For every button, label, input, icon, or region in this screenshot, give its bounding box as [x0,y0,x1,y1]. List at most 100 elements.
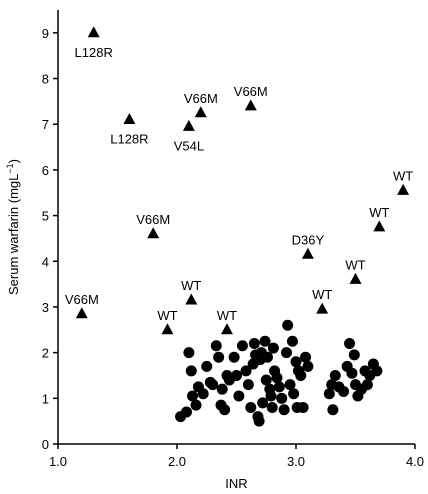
circle-point [216,383,228,395]
circle-point [233,390,245,402]
circle-point [186,390,198,402]
y-axis-title-main: Serum warfarin (mgL [6,174,21,295]
point-label: WT [369,205,389,220]
point-label: WT [157,308,177,323]
circle-point [338,385,350,397]
point-label: L128R [75,45,113,60]
triangle-point [397,183,410,195]
circle-point [257,397,269,409]
point-label: V66M [184,91,218,106]
point-label: V66M [65,292,99,307]
triangle-point [194,106,207,118]
circle-point [261,351,273,363]
triangle-point [182,119,195,131]
circle-point [290,356,302,368]
triangle-point [349,272,362,284]
x-tick-label: 3.0 [287,454,305,469]
circle-point [276,392,288,404]
circle-point [266,401,278,413]
y-tick-label: 7 [42,117,49,132]
circle-point [248,337,260,349]
circle-point [371,365,383,377]
circle-point [295,369,307,381]
circle-point [280,347,292,359]
y-tick-label: 3 [42,300,49,315]
circle-point [236,340,248,352]
circle-point [228,351,240,363]
triangle-point [244,99,257,111]
circle-point [181,406,193,418]
y-tick-label: 1 [42,391,49,406]
circle-point [219,404,231,416]
triangle-point [123,113,136,125]
y-tick-label: 4 [42,254,49,269]
circle-point [260,374,272,386]
y-axis-title: Serum warfarin (mgL−1) [5,159,21,295]
triangle-point [373,220,386,232]
circle-point [286,335,298,347]
y-tick-label: 2 [42,346,49,361]
y-tick-label: 6 [42,163,49,178]
circle-point [190,399,202,411]
circle-point [344,337,356,349]
circle-point [253,415,265,427]
triangle-point [301,247,314,259]
circle-point [213,351,225,363]
circle-point [185,365,197,377]
circle-point [245,401,257,413]
triangle-point [185,293,198,305]
triangle-point [220,323,233,335]
circle-point [361,379,373,391]
point-label: WT [393,168,413,183]
circle-point [271,372,283,384]
triangle-point [161,323,174,335]
point-label: WT [312,287,332,302]
triangle-point [75,307,88,319]
circle-point [327,404,339,416]
x-axis-title: INR [225,476,247,491]
triangle-point [147,227,160,239]
circle-point [323,388,335,400]
x-tick-label: 2.0 [168,454,186,469]
circle-point [348,349,360,361]
x-tick-label: 1.0 [49,454,67,469]
circle-point [302,360,314,372]
triangle-point [316,302,329,314]
triangle-point [87,26,100,38]
point-label: WT [345,258,365,273]
circle-point [329,369,341,381]
ticks: 1.0 2.0 3.0 4.0 0 1 2 3 4 5 6 7 8 9 [42,26,424,469]
circle-point [346,367,358,379]
point-label: L128R [110,132,148,147]
circle-point [282,319,294,331]
y-tick-label: 8 [42,72,49,87]
point-label: D36Y [292,232,325,247]
circle-point [201,360,213,372]
point-label: WT [181,278,201,293]
circle-point [297,401,309,413]
circle-point [242,379,254,391]
axes [57,10,415,445]
circle-point [207,379,219,391]
y-tick-label: 9 [42,26,49,41]
circle-point [240,365,252,377]
point-label: V66M [234,84,268,99]
circle-point [259,335,271,347]
circle-point [197,388,209,400]
data-marks [75,26,410,427]
point-label: V66M [136,212,170,227]
y-tick-label: 0 [42,437,49,452]
circle-point [183,347,195,359]
point-label: V54L [174,138,204,153]
circle-point [231,369,242,381]
circle-point [210,340,222,352]
y-axis-title-close: ) [6,159,21,163]
circle-point [265,390,277,402]
circle-point [300,351,312,363]
point-annotations: L128R L128R V54L V66M V66M V66M V66M WT WT WT D36Y… [65,45,413,323]
point-label: WT [217,308,237,323]
circle-point [273,381,285,393]
circle-point [284,379,296,391]
circle-point [278,404,290,416]
